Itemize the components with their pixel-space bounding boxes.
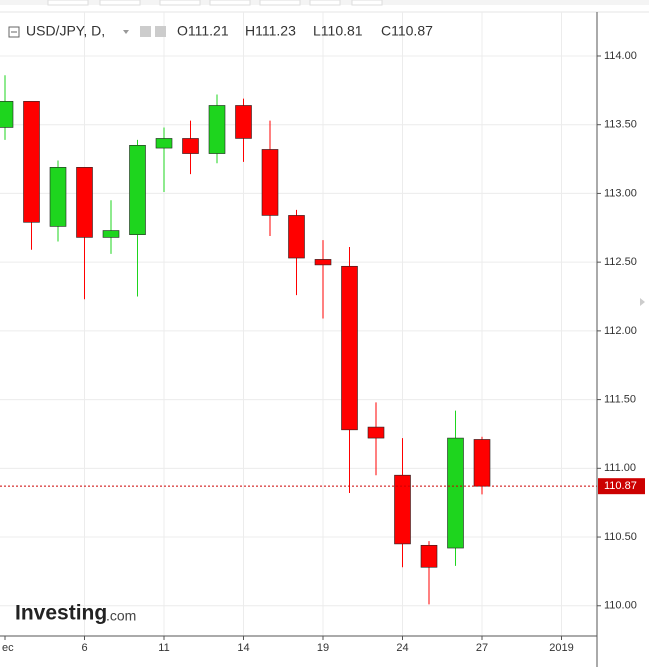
candle-body: [0, 101, 14, 128]
y-tick-label: 112.50: [604, 256, 637, 268]
candle-body: [341, 265, 358, 431]
toolbar-button[interactable]: [309, 0, 341, 6]
y-tick-label: 113.00: [604, 187, 637, 199]
close-label: C110.87: [381, 23, 433, 39]
candle-body: [155, 138, 173, 149]
y-tick-label: 111.00: [604, 462, 636, 474]
visibility-button[interactable]: [140, 26, 151, 37]
y-tick-label: 110.00: [604, 600, 637, 612]
y-tick-label: 111.50: [604, 394, 636, 406]
y-tick-label: 112.00: [604, 325, 637, 337]
toolbar-button[interactable]: [99, 0, 141, 6]
x-tick-label: 11: [158, 642, 169, 654]
candle-body: [129, 145, 146, 235]
collapse-button[interactable]: [8, 26, 20, 38]
settings-button[interactable]: [155, 26, 166, 37]
candle-body: [314, 259, 332, 266]
candle-body: [208, 105, 226, 154]
last-price-box: [598, 478, 645, 495]
y-tick-label: 113.50: [604, 119, 637, 131]
toolbar-button[interactable]: [47, 0, 89, 6]
toolbar-button[interactable]: [209, 0, 251, 6]
candle-body: [394, 474, 411, 545]
candle-body: [288, 215, 305, 259]
scroll-arrow[interactable]: [640, 298, 645, 306]
x-tick-label: 6: [81, 642, 87, 654]
candle-body: [182, 138, 199, 154]
candle-body: [23, 101, 40, 223]
dropdown-arrow[interactable]: [123, 30, 129, 34]
candle-body: [367, 426, 385, 439]
watermark-brand: Investing: [15, 602, 107, 625]
candle-body: [49, 167, 67, 227]
toolbar-button[interactable]: [351, 0, 383, 6]
last-price-label: 110.87: [604, 480, 637, 492]
candle-body: [473, 439, 491, 487]
candle-body: [235, 105, 252, 139]
low-label: L110.81: [313, 23, 363, 39]
candle-body: [420, 544, 438, 568]
watermark-domain: .com: [106, 608, 136, 624]
open-label: O111.21: [177, 23, 229, 39]
x-tick-label: ec: [2, 642, 14, 654]
chart-title: USD/JPY, D,: [26, 23, 105, 39]
y-tick-label: 114.00: [604, 50, 637, 62]
toolbar-button[interactable]: [159, 0, 201, 6]
x-tick-label: 24: [396, 642, 408, 654]
x-tick-label: 27: [476, 642, 488, 654]
toolbar: [0, 0, 649, 6]
candle-body: [76, 167, 93, 238]
x-tick-label: 14: [237, 642, 249, 654]
x-tick-label: 19: [317, 642, 329, 654]
candle-body: [447, 437, 464, 549]
y-tick-label: 110.50: [604, 531, 637, 543]
high-label: H111.23: [245, 23, 296, 39]
x-tick-label: 2019: [549, 642, 573, 654]
plot-area: [0, 12, 597, 636]
toolbar-button[interactable]: [259, 0, 301, 6]
candle-body: [261, 149, 279, 216]
candle-body: [102, 230, 120, 238]
